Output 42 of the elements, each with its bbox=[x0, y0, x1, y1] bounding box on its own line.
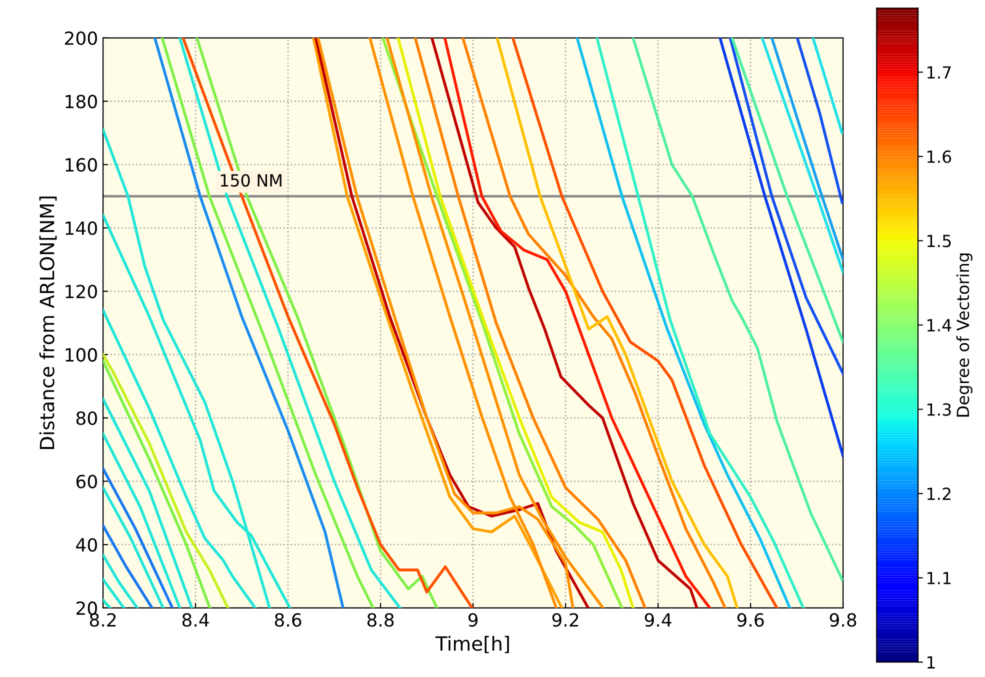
x-tick-label: 9.2 bbox=[552, 613, 578, 627]
x-tick-label: 8.8 bbox=[367, 613, 394, 627]
line-series bbox=[103, 360, 212, 608]
line-series bbox=[178, 38, 402, 608]
color-bar-label: 1.5 bbox=[927, 234, 951, 248]
x-tick-label: 9.6 bbox=[737, 613, 764, 627]
line-series bbox=[632, 38, 844, 581]
y-tick-label: 80 bbox=[76, 411, 97, 426]
line-series bbox=[496, 38, 739, 608]
ref-line-label: 150 NM bbox=[220, 174, 282, 187]
y-tick-label: 180 bbox=[66, 94, 97, 108]
color-bar-label: 1.7 bbox=[927, 66, 951, 79]
x-tick-label: 9.4 bbox=[644, 613, 672, 627]
line-series bbox=[103, 353, 230, 608]
y-tick-label: 100 bbox=[66, 348, 97, 362]
color-bar-label: 1.6 bbox=[927, 150, 952, 164]
line-series bbox=[511, 38, 778, 608]
line-series bbox=[718, 38, 844, 458]
x-tick-label: 9 bbox=[468, 613, 478, 627]
line-series bbox=[103, 308, 257, 608]
x-tick-label: 8.2 bbox=[90, 613, 116, 627]
line-series bbox=[182, 38, 474, 608]
color-bar-label: 1.4 bbox=[927, 319, 952, 332]
color-bar-label: 1.1 bbox=[927, 572, 951, 584]
y-tick-label: 20 bbox=[76, 601, 97, 616]
y-tick-label: 160 bbox=[66, 158, 97, 172]
x-axis-title: Time[h] bbox=[435, 636, 509, 654]
y-tick-label: 40 bbox=[76, 538, 97, 552]
color-bar-label: 1.3 bbox=[927, 403, 951, 416]
y-tick-label: 140 bbox=[66, 221, 97, 236]
line-series bbox=[153, 38, 344, 608]
color-bar-label: 1 bbox=[927, 656, 935, 668]
x-tick-label: 9.8 bbox=[830, 613, 856, 627]
y-tick-label: 200 bbox=[65, 31, 97, 46]
x-tick-label: 8.6 bbox=[274, 613, 302, 627]
y-tick-label: 120 bbox=[66, 284, 97, 298]
line-series bbox=[160, 38, 375, 608]
y-tick-label: 60 bbox=[76, 474, 97, 488]
color-bar-title: Degree of Vectoring bbox=[956, 254, 972, 417]
color-bar-label: 1.2 bbox=[927, 488, 950, 500]
x-tick-label: 8.4 bbox=[182, 613, 209, 627]
y-axis-title: Distance from ARLON[NM] bbox=[39, 196, 57, 449]
